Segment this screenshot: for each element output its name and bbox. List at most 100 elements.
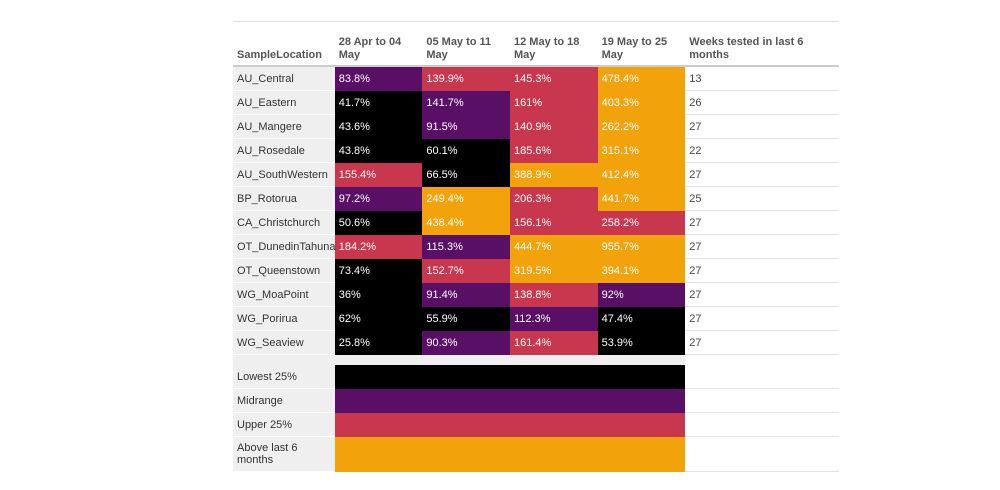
heatmap-cell: 438.4%: [422, 210, 510, 235]
legend-swatch: [334, 388, 686, 413]
legend-blank-cell: [685, 388, 839, 413]
heatmap-cell: 115.3%: [422, 234, 510, 259]
location-label: AU_Central: [233, 66, 335, 91]
header-week-1: 28 Apr to 04 May: [334, 21, 423, 67]
heatmap-cell: 53.9%: [597, 330, 686, 355]
table-row: OT_DunedinTahuna 184.2% 115.3% 444.7% 955.7%…: [233, 234, 839, 259]
legend-body: Lowest 25% Midrange Upper 25% Above last 6 …: [233, 354, 839, 472]
heatmap-cell: 73.4%: [334, 258, 423, 283]
heatmap-cell: 249.4%: [422, 186, 510, 211]
heatmap-cell: 141.7%: [422, 90, 510, 115]
heatmap-cell: 41.7%: [334, 90, 423, 115]
legend-label: Lowest 25%: [233, 365, 335, 389]
heatmap-cell: 50.6%: [334, 210, 423, 235]
legend-spacer: [233, 354, 839, 365]
table-row: CA_Christchurch 50.6% 438.4% 156.1% 258.2% 27: [233, 210, 839, 235]
heatmap-cell: 91.4%: [422, 282, 510, 307]
heatmap-cell: 90.3%: [422, 330, 510, 355]
heatmap-cell: 97.2%: [334, 186, 423, 211]
heatmap-cell: 184.2%: [334, 234, 423, 259]
location-label: CA_Christchurch: [233, 210, 335, 235]
weeks-tested-value: 27: [685, 306, 839, 331]
location-label: AU_SouthWestern: [233, 162, 335, 187]
heatmap-cell: 112.3%: [510, 306, 598, 331]
location-label: WG_MoaPoint: [233, 282, 335, 307]
legend-row: Midrange: [233, 388, 839, 413]
heatmap-cell: 161%: [510, 90, 598, 115]
heatmap-cell: 55.9%: [422, 306, 510, 331]
weeks-tested-value: 27: [685, 234, 839, 259]
weeks-tested-value: 27: [685, 330, 839, 355]
weeks-tested-value: 27: [685, 114, 839, 139]
table-row: AU_SouthWestern 155.4% 66.5% 388.9% 412.4% 27: [233, 162, 839, 187]
heatmap-cell: 258.2%: [597, 210, 686, 235]
heatmap-cell: 155.4%: [334, 162, 423, 187]
heatmap-table: SampleLocation 28 Apr to 04 May 05 May t…: [233, 21, 839, 472]
heatmap-cell: 92%: [597, 282, 686, 307]
legend-swatch: [334, 436, 686, 472]
location-label: WG_Porirua: [233, 306, 335, 331]
legend-blank-cell: [685, 365, 839, 389]
heatmap-cell: 388.9%: [510, 162, 598, 187]
heatmap-cell: 156.1%: [510, 210, 598, 235]
heatmap-cell: 62%: [334, 306, 423, 331]
weeks-tested-value: 27: [685, 258, 839, 283]
legend-blank-cell: [685, 412, 839, 437]
table-row: BP_Rotorua 97.2% 249.4% 206.3% 441.7% 25: [233, 186, 839, 211]
heatmap-cell: 412.4%: [597, 162, 686, 187]
weeks-tested-value: 27: [685, 282, 839, 307]
table-row: AU_Rosedale 43.8% 60.1% 185.6% 315.1% 22: [233, 138, 839, 163]
location-label: AU_Eastern: [233, 90, 335, 115]
heatmap-cell: 161.4%: [510, 330, 598, 355]
heatmap-cell: 152.7%: [422, 258, 510, 283]
header-week-2: 05 May to 11 May: [422, 21, 510, 67]
heatmap-cell: 403.3%: [597, 90, 686, 115]
legend-blank-cell: [685, 436, 839, 472]
table-row: WG_Seaview 25.8% 90.3% 161.4% 53.9% 27: [233, 330, 839, 355]
heatmap-cell: 47.4%: [597, 306, 686, 331]
location-label: AU_Mangere: [233, 114, 335, 139]
heatmap-cell: 140.9%: [510, 114, 598, 139]
table-row: WG_MoaPoint 36% 91.4% 138.8% 92% 27: [233, 282, 839, 307]
header-sample-location: SampleLocation: [233, 21, 335, 67]
location-label: AU_Rosedale: [233, 138, 335, 163]
data-body: AU_Central 83.8% 139.9% 145.3% 478.4% 13 AU_Ea…: [233, 66, 839, 355]
heatmap-cell: 262.2%: [597, 114, 686, 139]
heatmap-cell: 145.3%: [510, 66, 598, 91]
table-row: AU_Central 83.8% 139.9% 145.3% 478.4% 13: [233, 66, 839, 91]
heatmap-cell: 36%: [334, 282, 423, 307]
heatmap-cell: 185.6%: [510, 138, 598, 163]
header-weeks-tested: Weeks tested in last 6 months: [685, 21, 839, 67]
table-row: AU_Mangere 43.6% 91.5% 140.9% 262.2% 27: [233, 114, 839, 139]
heatmap-cell: 43.6%: [334, 114, 423, 139]
location-label: OT_DunedinTahuna: [233, 234, 335, 259]
weeks-tested-value: 27: [685, 162, 839, 187]
weeks-tested-value: 25: [685, 186, 839, 211]
location-label: WG_Seaview: [233, 330, 335, 355]
legend-label: Midrange: [233, 388, 335, 413]
table-row: OT_Queenstown 73.4% 152.7% 319.5% 394.1% 27: [233, 258, 839, 283]
table-row: AU_Eastern 41.7% 141.7% 161% 403.3% 26: [233, 90, 839, 115]
header-week-3: 12 May to 18 May: [510, 21, 598, 67]
heatmap-cell: 91.5%: [422, 114, 510, 139]
weeks-tested-value: 26: [685, 90, 839, 115]
header-week-4: 19 May to 25 May: [597, 21, 686, 67]
heatmap-cell: 319.5%: [510, 258, 598, 283]
weeks-tested-value: 22: [685, 138, 839, 163]
heatmap-cell: 60.1%: [422, 138, 510, 163]
legend-swatch: [334, 365, 686, 389]
legend-row: Above last 6 months: [233, 436, 839, 472]
heatmap-cell: 206.3%: [510, 186, 598, 211]
legend-label: Upper 25%: [233, 412, 335, 437]
heatmap-cell: 444.7%: [510, 234, 598, 259]
heatmap-cell: 478.4%: [597, 66, 686, 91]
heatmap-cell: 955.7%: [597, 234, 686, 259]
legend-row: Upper 25%: [233, 412, 839, 437]
heatmap-cell: 394.1%: [597, 258, 686, 283]
heatmap-cell: 138.8%: [510, 282, 598, 307]
weeks-tested-value: 27: [685, 210, 839, 235]
heatmap-cell: 25.8%: [334, 330, 423, 355]
legend-label: Above last 6 months: [233, 436, 335, 472]
location-label: OT_Queenstown: [233, 258, 335, 283]
heatmap-cell: 139.9%: [422, 66, 510, 91]
